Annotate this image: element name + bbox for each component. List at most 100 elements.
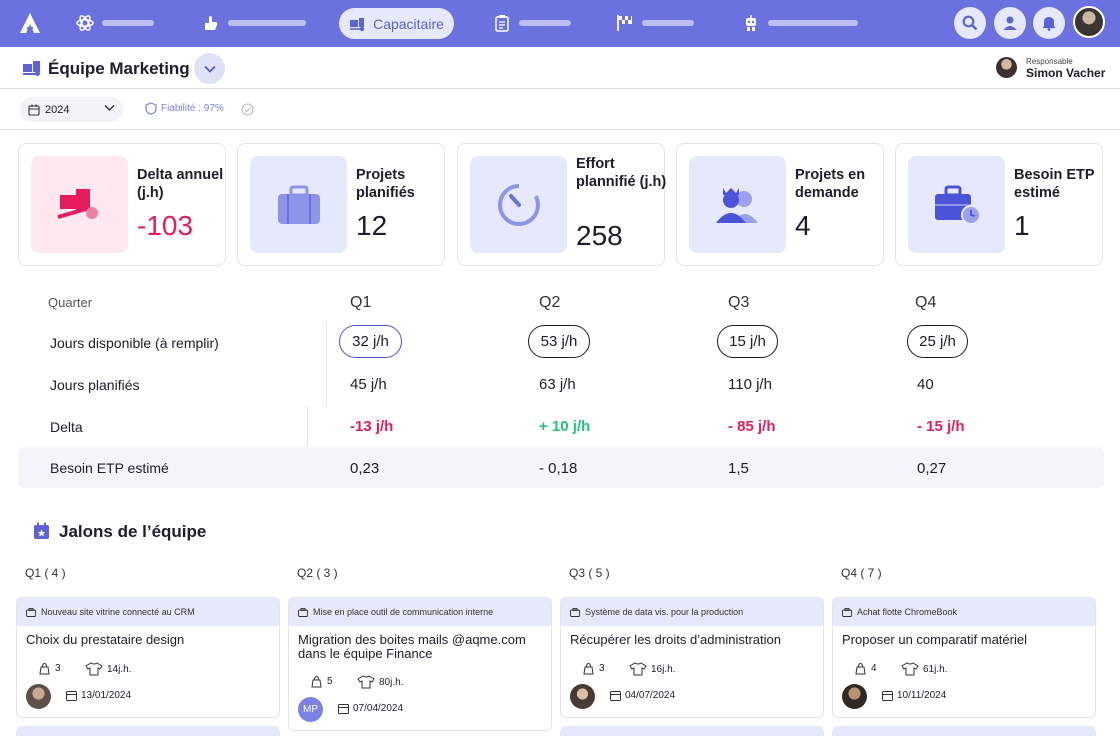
milestone-count-value: 5 [327, 676, 333, 687]
kpi-value: -103 [137, 210, 194, 241]
nav-item-atom[interactable] [76, 13, 154, 33]
milestone-effort: 80j.h. [357, 675, 403, 689]
milestone-card[interactable]: Système de data vis. pour la production … [560, 597, 824, 718]
milestone-card-partial[interactable] [16, 726, 280, 736]
milestone-project-name: Achat flotte ChromeBook [857, 607, 958, 617]
etp-q4: 0,27 [917, 460, 947, 477]
milestone-card[interactable]: Nouveau site vitrine connecté au CRM Cho… [16, 597, 280, 718]
user-avatar[interactable] [1073, 6, 1105, 38]
milestone-column-header: Q2 ( 3 ) [297, 566, 338, 580]
milestone-date-value: 07/04/2024 [353, 703, 404, 714]
table-header-label: Quarter [48, 295, 93, 310]
delta-q1: -13 j/h [350, 418, 394, 435]
milestone-effort: 16j.h. [629, 662, 675, 676]
etp-q1: 0,23 [350, 460, 380, 477]
nav-item-robot[interactable] [742, 13, 858, 33]
nav-item-hand[interactable] [202, 13, 306, 33]
milestone-count-value: 3 [55, 663, 61, 674]
milestone-project: Achat flotte ChromeBook [833, 598, 1095, 626]
users-crown-icon [715, 187, 758, 223]
row-label-available: Jours disponible (à remplir) [50, 335, 219, 351]
team-title: Équipe Marketing [48, 59, 190, 78]
assignee-avatar [570, 684, 595, 709]
kpi-value: 1 [1014, 210, 1030, 241]
milestone-column-header: Q3 ( 5 ) [569, 566, 610, 580]
top-nav: Capacitaire [0, 0, 1120, 47]
truck-icon [350, 17, 365, 31]
year-select[interactable]: 2024 [20, 97, 123, 122]
team-dropdown-button[interactable] [194, 53, 225, 84]
assignee-avatar: MP [298, 697, 323, 722]
milestone-effort: 61j.h. [901, 662, 947, 676]
milestone-card[interactable]: Mise en place outil de communication int… [288, 597, 552, 731]
milestone-count: 4 [854, 662, 877, 675]
milestone-effort-value: 61j.h. [923, 663, 948, 675]
nav-item-capacitaire[interactable]: Capacitaire [339, 8, 454, 39]
milestone-count: 3 [582, 662, 605, 675]
row-label-planned: Jours planifiés [50, 377, 140, 393]
milestone-date: 10/11/2024 [882, 690, 946, 701]
kpi-card-etp: Besoin ETP estimé 1 [895, 143, 1103, 266]
calendar-icon [338, 704, 349, 714]
milestone-card[interactable]: Achat flotte ChromeBook Proposer un comp… [832, 597, 1096, 718]
bag-icon [855, 662, 866, 675]
milestone-project: Nouveau site vitrine connecté au CRM [17, 598, 279, 626]
check-circle-icon[interactable] [241, 103, 254, 116]
divider [307, 406, 308, 446]
chevron-down-icon [104, 105, 115, 111]
nav-item-clipboard[interactable] [493, 13, 571, 33]
calendar-icon [28, 104, 40, 116]
planned-days-q4: 40 [917, 376, 934, 393]
clipboard-icon [495, 15, 509, 32]
chevron-down-icon [203, 65, 216, 73]
assignee-avatar [26, 684, 51, 709]
shield-icon [145, 102, 157, 115]
robot-icon [746, 15, 756, 31]
available-days-input-q4[interactable]: 25 j/h [907, 325, 968, 358]
tshirt-icon [85, 662, 103, 676]
hand-icon [205, 16, 218, 30]
divider [326, 322, 327, 406]
kpi-icon-box [908, 156, 1005, 253]
briefcase-clock-icon [934, 185, 981, 225]
milestone-task: Choix du prestataire design [26, 632, 185, 647]
kpi-value: 258 [576, 220, 623, 251]
responsible-name: Simon Vacher [1026, 66, 1106, 80]
tshirt-icon [357, 675, 375, 689]
timer-icon [497, 182, 540, 226]
year-value: 2024 [45, 103, 70, 116]
search-icon [962, 15, 978, 31]
calendar-icon [66, 691, 77, 701]
available-days-input-q2[interactable]: 53 j/h [528, 325, 590, 358]
tshirt-icon [901, 662, 919, 676]
kpi-title: Projets en demande [795, 167, 866, 201]
profile-button[interactable] [994, 7, 1026, 39]
bag-icon [311, 675, 322, 688]
kpi-title: Delta annuel (j.h) [137, 167, 224, 201]
kpi-icon-box [470, 156, 567, 253]
milestone-date: 04/07/2024 [610, 690, 675, 701]
responsible-label: Responsable [1026, 57, 1073, 66]
milestone-date: 13/01/2024 [66, 690, 131, 701]
milestone-count-value: 3 [599, 663, 605, 674]
briefcase-icon [842, 607, 852, 617]
truck-icon [23, 61, 40, 76]
milestone-count: 3 [38, 662, 61, 675]
search-button[interactable] [954, 7, 986, 39]
milestone-card-partial[interactable] [832, 726, 1096, 736]
kpi-card-effort: Effort plannifié (j.h) 258 [457, 143, 666, 266]
available-days-input-q1[interactable]: 32 j/h [339, 325, 402, 358]
nav-item-flag[interactable] [616, 13, 694, 33]
kpi-icon-box [689, 156, 786, 253]
filter-bar: 2024 Fiabilité : 97% [0, 89, 1120, 130]
notifications-button[interactable] [1033, 7, 1065, 39]
atom-icon [76, 15, 94, 31]
available-days-input-q3[interactable]: 15 j/h [717, 325, 778, 358]
milestone-date-value: 10/11/2024 [897, 690, 947, 701]
app-logo-icon[interactable] [18, 11, 42, 35]
milestone-card-partial[interactable] [560, 726, 824, 736]
kpi-card-demand: Projets en demande 4 [676, 143, 884, 266]
tshirt-icon [629, 662, 647, 676]
bag-icon [39, 662, 50, 675]
user-icon [1003, 16, 1017, 30]
